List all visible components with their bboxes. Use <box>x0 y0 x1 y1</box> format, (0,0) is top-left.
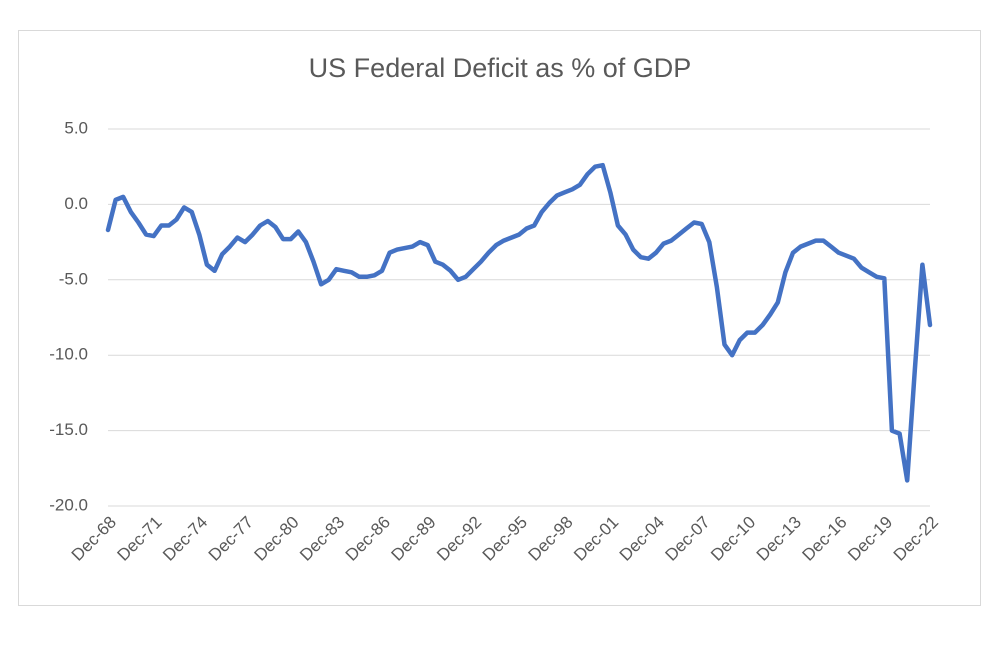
y-tick-label: -5.0 <box>59 269 88 288</box>
y-tick-label: 5.0 <box>64 118 88 137</box>
y-tick-label: -10.0 <box>49 345 88 364</box>
data-line <box>105 162 933 483</box>
y-tick-label: -15.0 <box>49 420 88 439</box>
y-tick-label: -20.0 <box>49 495 88 514</box>
y-tick-label: 0.0 <box>64 194 88 213</box>
chart-title: US Federal Deficit as % of GDP <box>309 53 692 83</box>
chart-border <box>18 30 981 606</box>
